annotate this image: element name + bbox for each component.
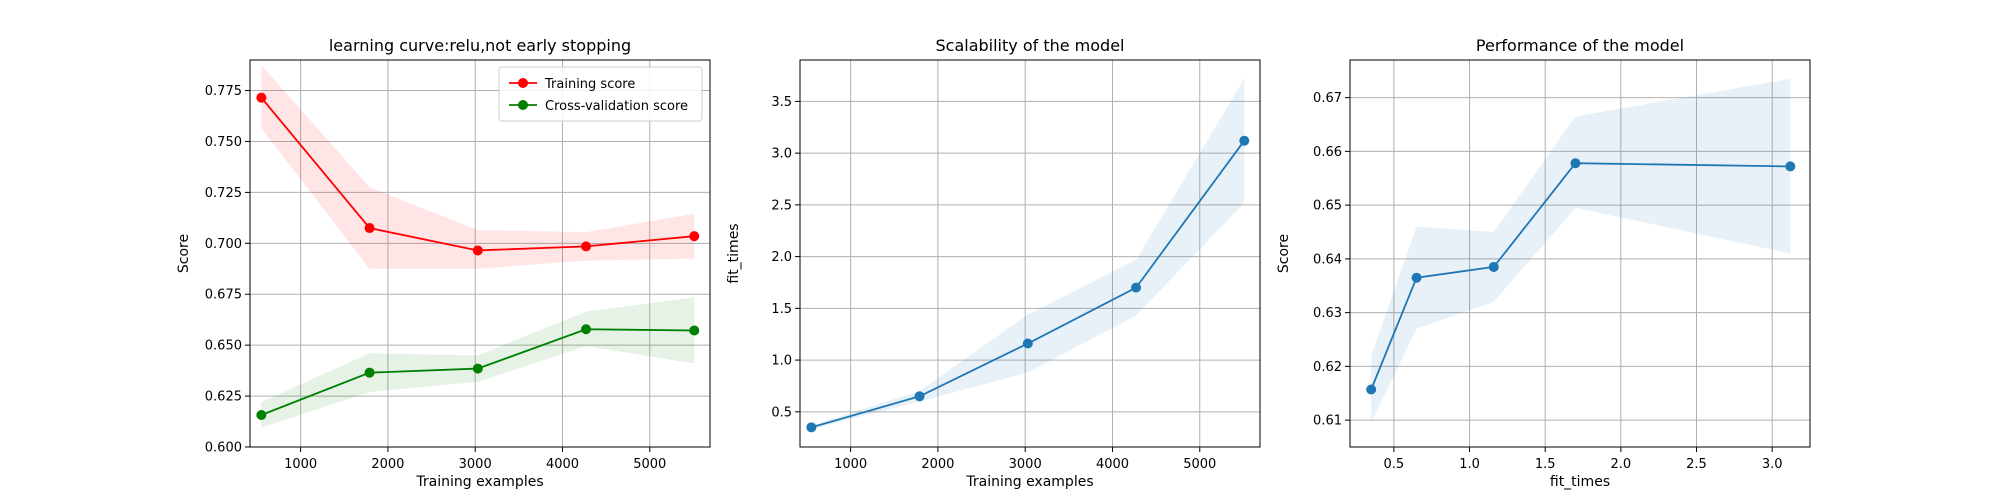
y-tick-label: 0.700 bbox=[205, 237, 242, 252]
data-point bbox=[806, 422, 817, 433]
x-tick-label: 4000 bbox=[546, 457, 579, 472]
y-axis-label: fit_times bbox=[726, 223, 742, 283]
x-tick-label: 5000 bbox=[1183, 457, 1216, 472]
data-point bbox=[256, 410, 267, 421]
y-tick-label: 0.5 bbox=[771, 405, 792, 420]
y-tick-label: 0.66 bbox=[1313, 145, 1342, 160]
confidence-band-1 bbox=[811, 78, 1245, 430]
x-tick-label: 3000 bbox=[459, 457, 492, 472]
legend-entry: Training score bbox=[544, 77, 635, 92]
data-point bbox=[1131, 282, 1142, 293]
data-point bbox=[581, 241, 592, 252]
x-tick-label: 0.5 bbox=[1384, 457, 1405, 472]
confidence-band-2 bbox=[261, 297, 695, 428]
y-tick-label: 0.750 bbox=[205, 135, 242, 150]
x-tick-label: 5000 bbox=[633, 457, 666, 472]
y-tick-label: 0.675 bbox=[205, 288, 242, 303]
chart-title: Performance of the model bbox=[1476, 36, 1684, 55]
data-point bbox=[914, 391, 925, 402]
data-point bbox=[364, 223, 375, 234]
series-line-1 bbox=[811, 140, 1246, 429]
x-tick-label: 2.5 bbox=[1686, 457, 1707, 472]
data-point bbox=[256, 92, 267, 103]
y-tick-label: 0.62 bbox=[1313, 360, 1342, 375]
data-point bbox=[1366, 384, 1377, 395]
y-tick-label: 0.64 bbox=[1313, 252, 1342, 267]
x-tick-label: 1.0 bbox=[1459, 457, 1480, 472]
data-point bbox=[689, 231, 700, 242]
data-point bbox=[472, 245, 483, 256]
x-axis-label: fit_times bbox=[1550, 474, 1610, 490]
x-tick-label: 1000 bbox=[284, 457, 317, 472]
legend: Training score Cross-validation score bbox=[498, 66, 703, 122]
y-tick-label: 1.5 bbox=[771, 302, 792, 317]
legend-box bbox=[498, 66, 703, 122]
x-tick-label: 2000 bbox=[371, 457, 404, 472]
data-point bbox=[1239, 135, 1250, 146]
y-tick-label: 0.63 bbox=[1313, 306, 1342, 321]
confidence-band-1 bbox=[261, 65, 695, 269]
legend-entry: Cross-validation score bbox=[545, 99, 688, 114]
chart-panel-3: 0.5 1.0 1.5 2.0 2.5 3.0 0.61 0.62 0.63 0.64 0.65 0.… bbox=[1276, 36, 1811, 490]
chart-panel-2: 1000 2000 3000 4000 5000 0.5 1.0 1.5 2.0 2.5 3.0 3.… bbox=[726, 36, 1261, 490]
x-axis-label: Training examples bbox=[965, 474, 1093, 490]
y-tick-label: 2.5 bbox=[771, 198, 792, 213]
y-axis-label: Score bbox=[176, 234, 192, 273]
x-tick-label: 1000 bbox=[834, 457, 867, 472]
y-tick-label: 0.65 bbox=[1313, 199, 1342, 214]
y-tick-label: 0.775 bbox=[205, 84, 242, 99]
data-point bbox=[581, 324, 592, 335]
y-tick-label: 2.0 bbox=[771, 250, 792, 265]
data-point bbox=[472, 363, 483, 374]
legend-swatch-marker bbox=[518, 100, 528, 110]
x-tick-label: 2.0 bbox=[1611, 457, 1632, 472]
data-point bbox=[1411, 272, 1422, 283]
x-axis-label: Training examples bbox=[415, 474, 543, 490]
y-tick-label: 0.600 bbox=[205, 441, 242, 456]
y-tick-label: 3.0 bbox=[771, 147, 792, 162]
y-tick-label: 0.625 bbox=[205, 390, 242, 405]
chart-panel-1: 1000 2000 3000 4000 5000 0.600 0.625 0.650 0.675… bbox=[176, 36, 711, 490]
y-tick-label: 0.61 bbox=[1313, 414, 1342, 429]
data-point bbox=[1785, 161, 1796, 172]
legend-swatch-marker bbox=[518, 78, 528, 88]
x-tick-label: 1.5 bbox=[1535, 457, 1556, 472]
y-tick-label: 1.0 bbox=[771, 354, 792, 369]
data-point bbox=[689, 325, 700, 336]
x-tick-label: 4000 bbox=[1096, 457, 1129, 472]
axes-frame bbox=[249, 59, 711, 448]
chart-title: Scalability of the model bbox=[936, 36, 1125, 55]
y-axis-label: Score bbox=[1276, 234, 1292, 273]
chart-title: learning curve:relu,not early stopping bbox=[329, 36, 631, 55]
axes-frame bbox=[1349, 59, 1811, 448]
axes-frame bbox=[799, 59, 1261, 448]
y-tick-label: 0.67 bbox=[1313, 91, 1342, 106]
x-tick-label: 2000 bbox=[921, 457, 954, 472]
confidence-band-1 bbox=[1371, 78, 1791, 423]
x-tick-label: 3.0 bbox=[1762, 457, 1783, 472]
data-point bbox=[1570, 158, 1581, 169]
data-point bbox=[1022, 338, 1033, 349]
y-tick-label: 0.650 bbox=[205, 339, 242, 354]
data-point bbox=[364, 367, 375, 378]
y-tick-label: 3.5 bbox=[771, 95, 792, 110]
y-tick-label: 0.725 bbox=[205, 186, 242, 201]
x-tick-label: 3000 bbox=[1009, 457, 1042, 472]
data-point bbox=[1488, 261, 1499, 272]
